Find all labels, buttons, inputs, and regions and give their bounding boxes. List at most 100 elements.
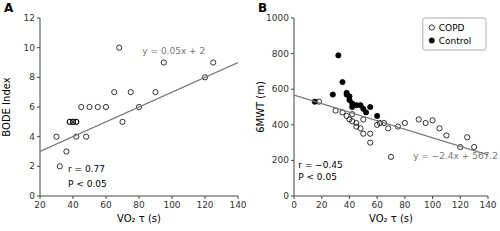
annotation: r = 0.77 (68, 164, 105, 174)
y-tick-label: 6 (29, 102, 35, 112)
point (74, 119, 79, 124)
panel: 20406080100120140024681012VO₂ τ (s)BODE … (1, 1, 247, 224)
y-tick-label: 10 (24, 43, 36, 53)
point (64, 149, 69, 154)
point (430, 118, 435, 123)
y-axis-label: BODE Index (1, 77, 12, 136)
point (79, 104, 84, 109)
x-tick (488, 196, 489, 199)
point (368, 140, 373, 145)
y-tick (37, 136, 40, 137)
y-tick (291, 124, 294, 125)
fit-line (40, 63, 238, 152)
y-axis-label: 6MWT (m) (255, 81, 266, 133)
point (57, 164, 62, 169)
x-tick (460, 196, 461, 199)
y-tick-label: 12 (24, 13, 35, 23)
point (103, 104, 108, 109)
point (361, 117, 366, 122)
y-tick-label: 200 (272, 155, 289, 165)
x-tick (205, 196, 206, 199)
x-axis (294, 196, 488, 197)
x-tick-label: 60 (371, 200, 383, 210)
point (354, 120, 359, 125)
annotation: y = 0.05x + 2 (142, 46, 205, 56)
x-tick-label: 80 (399, 200, 411, 210)
x-tick (432, 196, 433, 199)
x-tick (106, 196, 107, 199)
x-tick-label: 120 (452, 200, 469, 210)
y-tick (291, 53, 294, 54)
y-tick (291, 160, 294, 161)
x-tick-label: 80 (133, 200, 145, 210)
x-tick-label: 0 (291, 200, 297, 210)
point (153, 90, 158, 95)
legend-marker (429, 25, 434, 30)
y-tick-label: 800 (272, 49, 289, 59)
y-tick (291, 89, 294, 90)
annotation: P < 0.05 (68, 179, 107, 189)
point (344, 113, 349, 118)
point (358, 126, 363, 131)
x-tick (377, 196, 378, 199)
x-tick (73, 196, 74, 199)
panel-title: A (4, 1, 14, 15)
annotation: r = −0.45 (298, 160, 343, 170)
x-tick-label: 100 (163, 200, 180, 210)
y-tick-label: 4 (29, 132, 35, 142)
x-tick (404, 196, 405, 199)
x-tick (349, 196, 350, 199)
legend-marker (429, 38, 434, 43)
point (472, 144, 477, 149)
point (54, 134, 59, 139)
point (74, 119, 79, 124)
x-tick (321, 196, 322, 199)
y-tick-label: 1000 (266, 13, 289, 23)
point (128, 90, 133, 95)
y-tick (37, 18, 40, 19)
x-axis-label: VO₂ τ (s) (117, 213, 161, 224)
point (388, 154, 393, 159)
point (87, 104, 92, 109)
point (84, 134, 89, 139)
point (416, 117, 421, 122)
legend-label: Control (439, 36, 472, 46)
y-tick (291, 18, 294, 19)
plot-area (40, 45, 238, 169)
point (95, 104, 100, 109)
x-tick-label: 140 (229, 200, 246, 210)
y-tick-label: 8 (29, 72, 35, 82)
legend-box (423, 18, 486, 50)
point (161, 60, 166, 65)
x-tick (238, 196, 239, 199)
point (423, 120, 428, 125)
y-tick (37, 47, 40, 48)
point (112, 90, 117, 95)
y-axis (294, 18, 295, 196)
panel-title: B (258, 1, 267, 15)
point (330, 92, 335, 97)
x-tick-label: 100 (424, 200, 441, 210)
point (117, 45, 122, 50)
point (386, 126, 391, 131)
point (437, 126, 442, 131)
x-tick-label: 20 (316, 200, 328, 210)
annotation: y = −2.4x + 567.2 (413, 151, 498, 161)
x-tick-label: 140 (479, 200, 496, 210)
fit-line (294, 95, 488, 155)
point (361, 131, 366, 136)
x-tick-label: 60 (100, 200, 112, 210)
point (340, 79, 345, 84)
point (336, 53, 341, 58)
x-tick (139, 196, 140, 199)
point (120, 119, 125, 124)
y-tick (37, 107, 40, 108)
point (368, 131, 373, 136)
x-tick (172, 196, 173, 199)
y-tick (291, 196, 294, 197)
plot-area (294, 53, 488, 160)
legend: COPDControl (423, 18, 486, 50)
point (211, 60, 216, 65)
y-tick (37, 166, 40, 167)
point (402, 120, 407, 125)
